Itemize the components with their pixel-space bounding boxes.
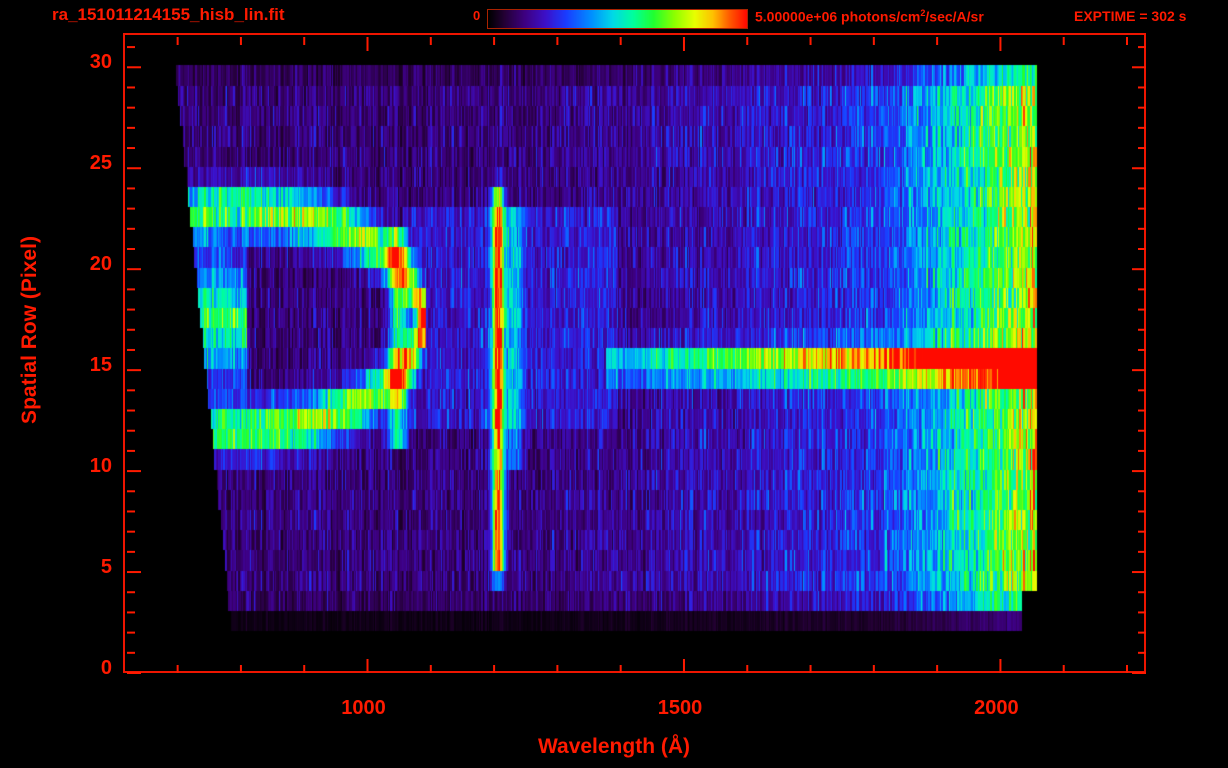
x-axis-title: Wavelength (Å) xyxy=(537,735,691,758)
colorbar-max-value: 5.00000e+06 photons/cm xyxy=(755,8,921,25)
x-tick-label: 1500 xyxy=(657,697,703,719)
y-axis-title: Spatial Row (Pixel) xyxy=(18,236,41,424)
y-tick-label: 25 xyxy=(89,152,112,175)
colorbar-unit-exponent: 2 xyxy=(920,8,926,18)
y-tick-label: 5 xyxy=(100,556,112,579)
page-title: ra_151011214155_hisb_lin.fit xyxy=(52,5,285,24)
colorbar-max-label: 5.00000e+06 photons/cm2/sec/A/sr xyxy=(755,8,984,25)
y-tick-label: 0 xyxy=(100,657,112,679)
y-tick-label: 10 xyxy=(89,455,112,478)
x-tick-label: 1000 xyxy=(341,697,386,719)
colorbar-min-label: 0 xyxy=(473,8,481,23)
y-tick-label: 20 xyxy=(89,253,112,276)
exposure-time-label: EXPTIME = 302 s xyxy=(1074,8,1187,24)
spectrogram-image xyxy=(125,35,1144,671)
x-tick-label: 2000 xyxy=(974,697,1019,719)
colorbar xyxy=(487,9,748,29)
plot-frame xyxy=(123,33,1146,674)
colorbar-unit-suffix: /sec/A/sr xyxy=(925,8,984,25)
y-tick-label: 15 xyxy=(89,354,112,377)
y-tick-label: 30 xyxy=(89,51,112,74)
